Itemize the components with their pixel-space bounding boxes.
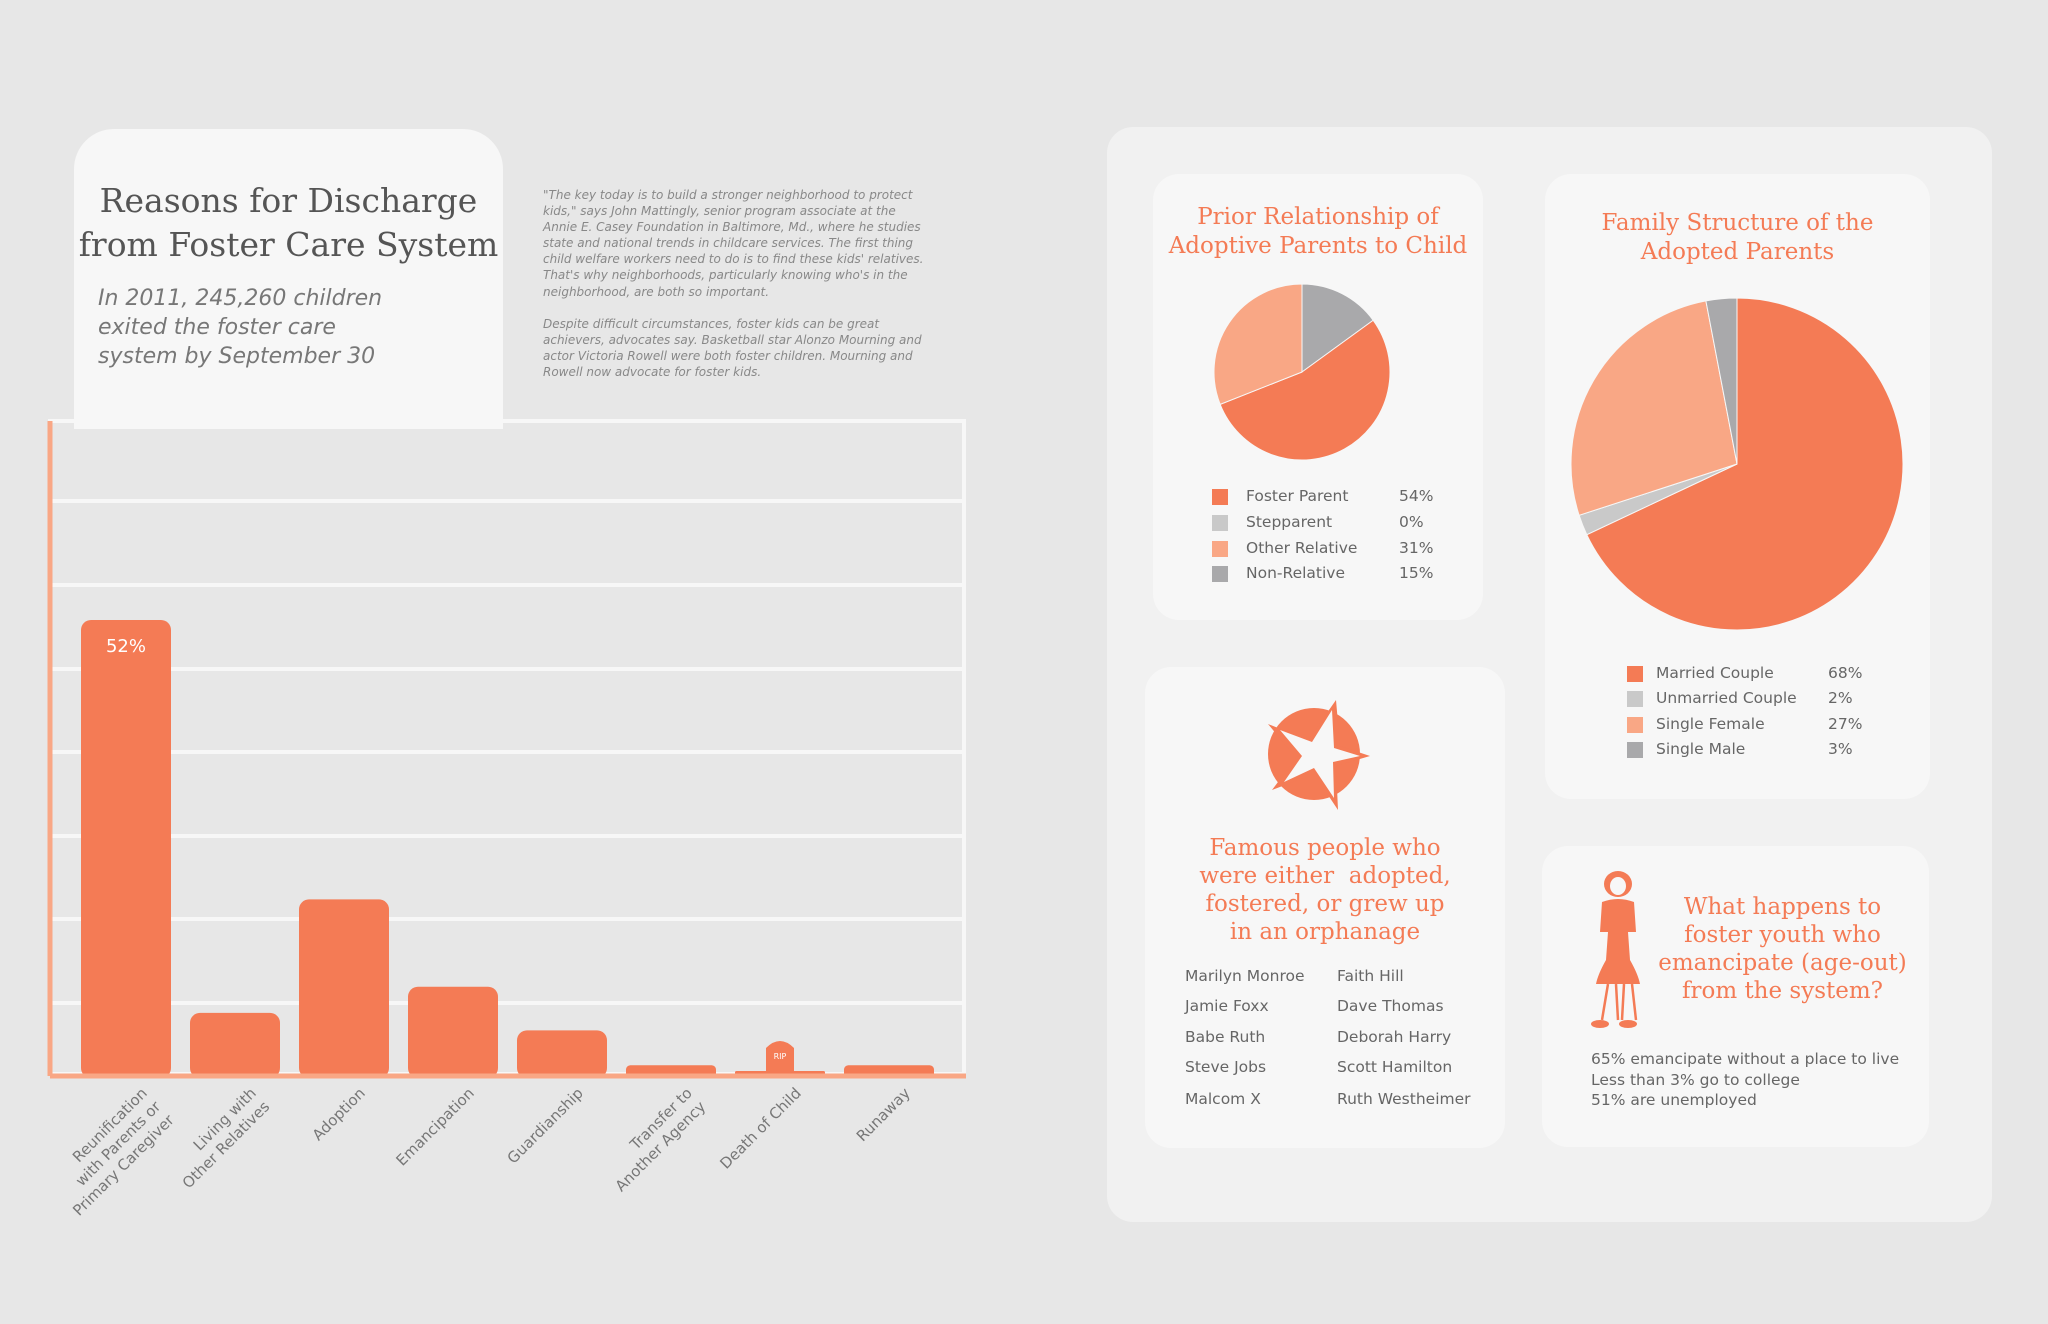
legend-label: Married Couple (1656, 664, 1774, 682)
bar (517, 1030, 607, 1078)
pie-slice (1219, 319, 1391, 461)
legend-value: 68% (1828, 664, 1863, 682)
legend-value: 27% (1828, 715, 1863, 733)
title-line: fostered, or grew up (1205, 891, 1445, 917)
category-label: Living withOther Relatives (165, 1084, 273, 1192)
girl-figure-icon (1591, 871, 1640, 1028)
subtitle-line: In 2011, 245,260 children (98, 286, 383, 311)
category-label-line: Emancipation (393, 1084, 478, 1169)
title-line: Adopted Parents (1640, 239, 1835, 265)
legend-value: 31% (1399, 539, 1434, 557)
legend-label: Other Relative (1246, 539, 1358, 557)
stat-line: 65% emancipate without a place to live (1591, 1050, 1900, 1068)
legend-label: Foster Parent (1246, 487, 1349, 505)
title-line: emancipate (age-out) (1658, 950, 1907, 976)
category-label: Reunificationwith Parents orPrimary Care… (42, 1084, 178, 1220)
emancipate-stats: 65% emancipate without a place to live L… (1591, 1049, 1899, 1111)
bar (299, 899, 389, 1078)
tombstone-icon (766, 1041, 794, 1074)
prior-relationship-title: Prior Relationship of Adoptive Parents t… (1153, 203, 1483, 261)
subtitle-line: system by September 30 (98, 344, 376, 369)
category-label: Guardianship (504, 1084, 587, 1167)
title-line: What happens to (1683, 894, 1882, 920)
title-line: Prior Relationship of (1197, 204, 1439, 230)
legend-value: 15% (1399, 564, 1434, 582)
famous-person: Deborah Harry (1337, 1028, 1452, 1046)
title-line: Adoptive Parents to Child (1168, 233, 1468, 259)
legend-swatch (1212, 541, 1228, 557)
legend-swatch (1627, 666, 1643, 682)
legend-value: 54% (1399, 487, 1434, 505)
legend-swatch (1212, 489, 1228, 505)
category-label-line: Runaway (853, 1084, 914, 1145)
famous-person: Marilyn Monroe (1185, 967, 1305, 985)
star-icon (1268, 700, 1370, 810)
category-label: Emancipation (393, 1084, 478, 1169)
category-label: Transfer toAnother Agency (598, 1084, 709, 1195)
title-line: Famous people who (1209, 835, 1441, 861)
legend-value: 0% (1399, 513, 1424, 531)
category-label-line: Guardianship (504, 1084, 587, 1167)
title-line: Reasons for Discharge (99, 181, 478, 220)
legend-swatch (1627, 717, 1643, 733)
title-card: Reasons for Discharge from Foster Care S… (74, 129, 503, 429)
stat-line: Less than 3% go to college (1591, 1070, 1800, 1089)
legend-value: 2% (1828, 689, 1853, 707)
stat-line: 51% are unemployed (1591, 1091, 1757, 1109)
legend-label: Unmarried Couple (1656, 689, 1797, 707)
legend-swatch (1627, 691, 1643, 707)
quote-paragraph: "The key today is to build a stronger ne… (543, 188, 924, 299)
pie-slice (1586, 297, 1904, 631)
quote-text: "The key today is to build a stronger ne… (543, 187, 928, 380)
bar (408, 986, 498, 1078)
bar-chart: Reunificationwith Parents orPrimary Care… (42, 419, 966, 1220)
emancipate-title: What happens to foster youth who emancip… (1640, 893, 1925, 1005)
famous-person: Steve Jobs (1185, 1058, 1267, 1076)
pie-slice (1570, 300, 1738, 516)
category-label-line: Adoption (309, 1084, 369, 1144)
subtitle: In 2011, 245,260 children exited the fos… (98, 284, 382, 371)
category-label: Runaway (853, 1084, 914, 1145)
bar (190, 1012, 280, 1078)
family-structure-pie (1570, 297, 1904, 631)
legend-value: 3% (1828, 740, 1853, 758)
famous-person: Faith Hill (1337, 967, 1404, 985)
category-label-line: Death of Child (716, 1084, 805, 1173)
famous-person: Babe Ruth (1185, 1028, 1266, 1046)
title-line: from the system? (1681, 978, 1884, 1004)
famous-person: Jamie Foxx (1185, 997, 1269, 1015)
famous-people-title: Famous people who were either adopted, f… (1145, 834, 1505, 946)
prior-relationship-pie (1213, 283, 1391, 461)
title-line: in an orphanage (1229, 919, 1421, 945)
legend-label: Stepparent (1246, 513, 1333, 531)
title-line: Family Structure of the (1601, 210, 1874, 236)
family-structure-title: Family Structure of the Adopted Parents (1545, 209, 1930, 267)
pie-slice (1301, 283, 1374, 373)
famous-person: Dave Thomas (1337, 997, 1444, 1015)
title-line: foster youth who (1684, 922, 1881, 948)
category-label: Death of Child (716, 1084, 805, 1173)
famous-person: Scott Hamilton (1337, 1058, 1453, 1076)
legend-swatch (1627, 742, 1643, 758)
pie-slice (1705, 297, 1738, 465)
title-line: from Foster Care System (78, 225, 499, 264)
plot-frame (48, 419, 966, 1076)
tombstone-text: RIP (774, 1052, 787, 1061)
legend-swatch (1212, 515, 1228, 531)
legend-label: Single Female (1656, 715, 1765, 733)
pie-slice (1213, 283, 1303, 406)
subtitle-line: exited the foster care (98, 315, 336, 340)
legend-label: Single Male (1656, 740, 1746, 758)
famous-person: Ruth Westheimer (1337, 1090, 1471, 1108)
legend-swatch (1212, 566, 1228, 582)
quote-paragraph: Despite difficult circumstances, foster … (543, 316, 922, 379)
bar (81, 620, 171, 1078)
category-label: Adoption (309, 1084, 369, 1144)
title-line: were either adopted, (1199, 863, 1451, 889)
famous-person: Malcom X (1185, 1090, 1261, 1108)
page-title: Reasons for Discharge from Foster Care S… (74, 179, 503, 267)
data-label: 52% (106, 636, 146, 657)
legend-label: Non-Relative (1246, 564, 1346, 582)
